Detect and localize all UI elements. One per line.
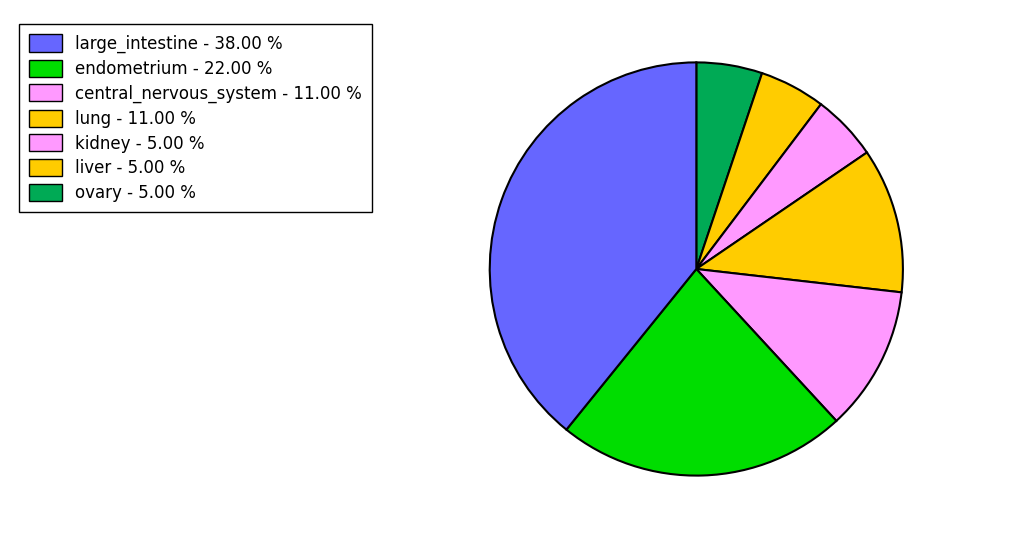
Wedge shape [696, 62, 762, 269]
Legend: large_intestine - 38.00 %, endometrium - 22.00 %, central_nervous_system - 11.00: large_intestine - 38.00 %, endometrium -… [18, 24, 372, 212]
Wedge shape [489, 62, 696, 430]
Wedge shape [566, 269, 837, 476]
Wedge shape [696, 269, 901, 421]
Wedge shape [696, 73, 821, 269]
Wedge shape [696, 104, 867, 269]
Wedge shape [696, 152, 903, 292]
